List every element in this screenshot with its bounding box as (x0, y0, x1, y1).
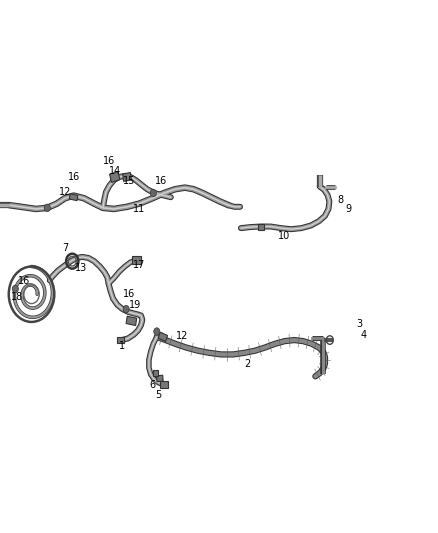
Bar (160, 382, 168, 388)
Text: 16: 16 (102, 156, 115, 166)
Bar (110, 172, 120, 182)
Text: 6: 6 (149, 380, 155, 390)
Text: 12: 12 (176, 331, 188, 341)
Text: 9: 9 (345, 204, 351, 214)
Circle shape (154, 328, 160, 335)
Text: 16: 16 (155, 176, 167, 186)
Text: 16: 16 (123, 289, 135, 299)
Circle shape (12, 285, 18, 293)
Text: 15: 15 (123, 176, 135, 186)
Circle shape (123, 305, 129, 313)
Text: 14: 14 (109, 166, 121, 175)
Circle shape (150, 189, 156, 197)
Text: 3: 3 (356, 319, 362, 329)
Bar (157, 375, 163, 382)
Text: 17: 17 (133, 261, 145, 270)
Bar (132, 256, 141, 264)
Text: 13: 13 (75, 263, 87, 272)
Text: 16: 16 (18, 277, 30, 286)
Bar (117, 337, 124, 343)
Text: 11: 11 (133, 204, 145, 214)
Bar (69, 194, 78, 200)
Bar (126, 316, 137, 326)
Text: 4: 4 (360, 330, 367, 340)
Text: 5: 5 (155, 391, 162, 400)
Text: 1: 1 (119, 342, 125, 351)
Bar (123, 173, 131, 181)
Text: 18: 18 (11, 293, 24, 302)
Bar (153, 370, 158, 376)
Text: 8: 8 (338, 195, 344, 205)
Text: 2: 2 (244, 359, 251, 368)
Text: 7: 7 (62, 243, 68, 253)
Bar (258, 224, 264, 230)
Text: 10: 10 (278, 231, 290, 240)
Circle shape (44, 204, 50, 212)
Text: 12: 12 (59, 187, 71, 197)
Bar (158, 332, 168, 342)
Text: 16: 16 (67, 172, 80, 182)
Text: 19: 19 (129, 300, 141, 310)
